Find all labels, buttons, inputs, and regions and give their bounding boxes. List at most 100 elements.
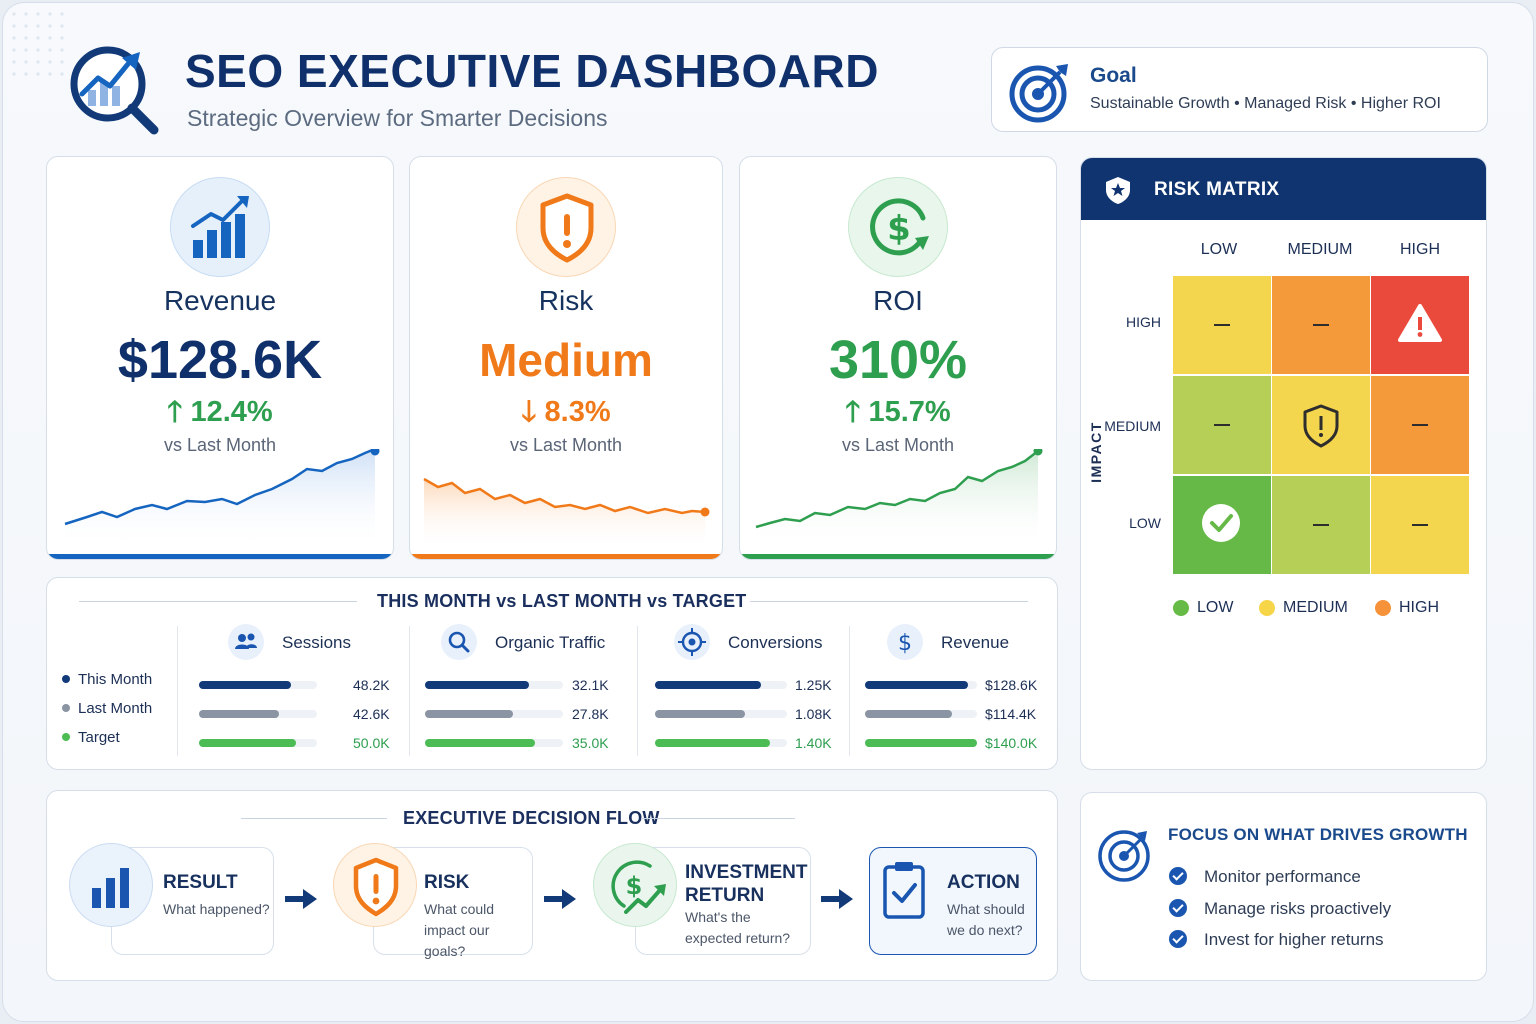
analytics-magnifier-logo	[70, 46, 159, 135]
matrix-col-high: HIGH	[1400, 241, 1440, 258]
bar-track	[655, 739, 787, 747]
kpi-change: 🡑 15.7%	[740, 391, 1056, 440]
legend-label: This Month	[78, 671, 153, 688]
divider	[750, 601, 1028, 602]
divider	[849, 626, 850, 756]
revenue-sparkline	[64, 449, 380, 549]
decorative-dots	[8, 8, 68, 78]
bar-fill	[425, 739, 535, 747]
arrow-up-icon: 🡑	[167, 396, 183, 428]
goal-card: Goal Sustainable Growth • Managed Risk •…	[991, 47, 1488, 132]
matrix-cell[interactable]	[1173, 476, 1271, 574]
risk-matrix-header: RISK MATRIX	[1081, 158, 1486, 220]
matrix-cell[interactable]	[1173, 376, 1271, 474]
metric-organic-traffic: Organic Traffic	[441, 622, 631, 662]
kpi-compare-label: vs Last Month	[841, 435, 955, 455]
metric-label: Conversions	[728, 633, 823, 652]
legend-target: Target	[62, 729, 120, 746]
search-icon	[441, 624, 477, 660]
target-arrow-icon	[1098, 830, 1150, 882]
bar-fill	[425, 681, 529, 689]
legend-label: Last Month	[78, 700, 153, 717]
matrix-cell[interactable]	[1371, 476, 1469, 574]
matrix-cell[interactable]	[1371, 376, 1469, 474]
shield-alert-icon	[1303, 404, 1339, 448]
step-question: What's the expected return?	[685, 909, 791, 946]
check-icon	[1169, 930, 1187, 948]
step-question: What could impact our goals?	[424, 901, 495, 959]
shield-alert-icon	[516, 177, 616, 277]
arrow-right-icon	[285, 889, 317, 909]
kpi-accent-bar	[47, 554, 393, 559]
bar-track	[199, 739, 317, 747]
matrix-col-medium: MEDIUM	[1287, 241, 1353, 258]
matrix-cell[interactable]	[1272, 276, 1370, 374]
metric-label: Organic Traffic	[495, 633, 606, 652]
page-title: SEO EXECUTIVE DASHBOARD	[185, 45, 879, 97]
kpi-change-value: 15.7%	[868, 396, 951, 428]
focus-item: Monitor performance	[1169, 867, 1361, 887]
focus-item: Invest for higher returns	[1169, 930, 1384, 950]
matrix-cell[interactable]	[1173, 276, 1271, 374]
legend-label-high: HIGH	[1399, 599, 1439, 616]
legend-dot-high	[1375, 600, 1391, 616]
focus-title: FOCUS ON WHAT DRIVES GROWTH	[1168, 825, 1468, 844]
risk-kpi-card[interactable]: Risk Medium 🡓 8.3% vs Last Month	[409, 156, 723, 560]
kpi-change-value: 8.3%	[544, 396, 611, 428]
svg-text:$: $	[626, 872, 643, 900]
bar-value: 42.6K	[353, 706, 390, 722]
metric-label: Revenue	[941, 633, 1010, 652]
arrow-right-icon	[821, 889, 853, 909]
bar-value: 1.25K	[795, 677, 832, 693]
revenue-kpi-card[interactable]: Revenue $128.6K 🡑 12.4% vs Last Month	[46, 156, 394, 560]
metric-sessions: Sessions	[228, 622, 398, 662]
dollar-cycle-icon: $	[848, 177, 948, 277]
kpi-value: 310%	[828, 330, 968, 390]
bar-track	[425, 739, 563, 747]
matrix-row-low: LOW	[1129, 515, 1161, 531]
goal-text: Sustainable Growth • Managed Risk • High…	[1090, 95, 1441, 112]
target-icon	[674, 624, 710, 660]
dollar-icon: $	[887, 624, 923, 660]
focus-item-label: Manage risks proactively	[1204, 899, 1392, 918]
matrix-cell[interactable]	[1272, 376, 1370, 474]
matrix-cell[interactable]	[1371, 276, 1469, 374]
step-question: What happened?	[163, 901, 270, 917]
bar-value: 35.0K	[572, 735, 609, 751]
bar-chart-growth-icon	[170, 177, 270, 277]
clipboard-check-icon	[883, 862, 925, 919]
bar-fill	[199, 681, 291, 689]
arrow-up-icon: 🡑	[845, 396, 861, 428]
bar-value: 48.2K	[353, 677, 390, 693]
bar-chart-icon	[69, 843, 153, 927]
bar-track	[425, 710, 563, 718]
legend-dot-medium	[1259, 600, 1275, 616]
bar-value: 27.8K	[572, 706, 609, 722]
users-icon	[228, 624, 264, 660]
risk-matrix-title: RISK MATRIX	[1154, 179, 1280, 200]
kpi-label: Revenue	[163, 285, 277, 316]
legend-dot-low	[1173, 600, 1189, 616]
matrix-cell[interactable]	[1272, 476, 1370, 574]
bar-value: $140.0K	[985, 735, 1038, 751]
bar-fill	[865, 739, 977, 747]
bar-row: 27.8K	[425, 706, 632, 722]
bar-row: 42.6K	[199, 706, 413, 722]
divider	[637, 626, 638, 756]
bar-row: 32.1K	[425, 677, 632, 693]
bar-value: $114.4K	[985, 706, 1037, 722]
kpi-label: Risk	[538, 285, 594, 316]
bar-row: 48.2K	[199, 677, 413, 693]
roi-kpi-card[interactable]: $ ROI 310% 🡑 15.7% vs Last Month	[739, 156, 1057, 560]
bar-fill	[199, 739, 296, 747]
kpi-compare-label: vs Last Month	[509, 435, 623, 455]
step-title: ACTION	[947, 872, 1020, 893]
shield-star-icon	[1106, 177, 1130, 204]
kpi-value: Medium	[479, 334, 653, 386]
arrow-down-icon: 🡓	[521, 396, 537, 428]
bar-value: 50.0K	[353, 735, 390, 751]
focus-item: Manage risks proactively	[1169, 899, 1391, 919]
divider	[177, 626, 178, 756]
divider	[641, 818, 795, 819]
target-arrow-icon	[1009, 64, 1068, 123]
